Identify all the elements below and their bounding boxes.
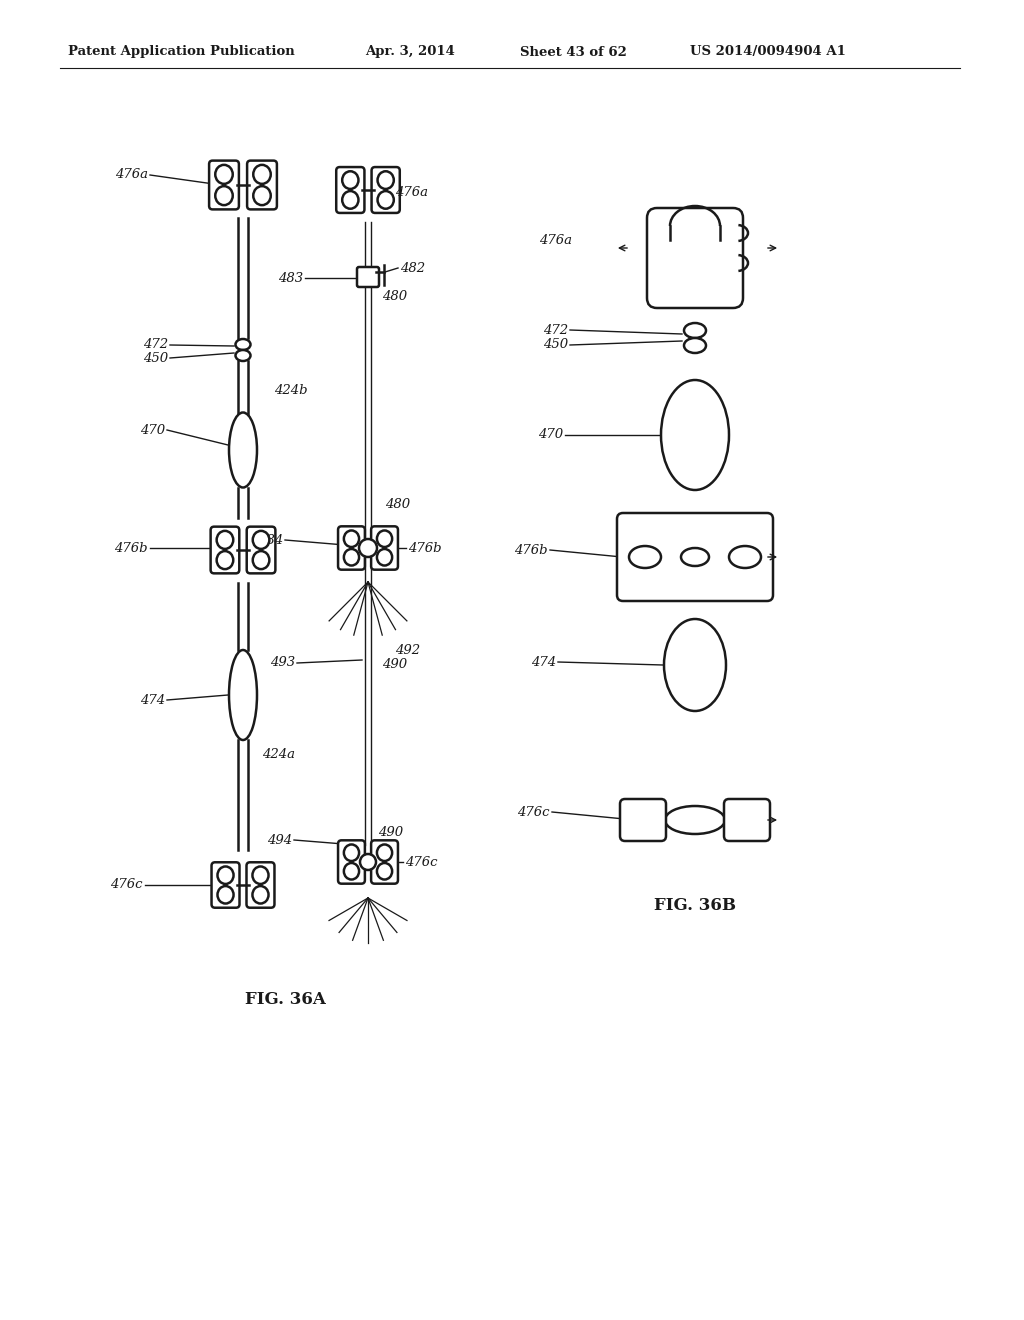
Ellipse shape — [665, 807, 725, 834]
Ellipse shape — [215, 186, 232, 205]
Text: 450: 450 — [143, 351, 168, 364]
FancyBboxPatch shape — [338, 841, 365, 883]
Ellipse shape — [344, 845, 359, 861]
Ellipse shape — [342, 191, 358, 209]
Text: 476a: 476a — [539, 234, 572, 247]
FancyBboxPatch shape — [724, 799, 770, 841]
Circle shape — [359, 539, 377, 557]
Ellipse shape — [253, 550, 269, 569]
Text: 483: 483 — [278, 272, 303, 285]
FancyBboxPatch shape — [357, 267, 379, 286]
Ellipse shape — [729, 546, 761, 568]
FancyBboxPatch shape — [371, 527, 398, 570]
Text: 476a: 476a — [115, 169, 148, 181]
FancyBboxPatch shape — [647, 209, 743, 308]
Text: 474: 474 — [530, 656, 556, 668]
Text: 490: 490 — [378, 825, 403, 838]
Ellipse shape — [236, 350, 251, 360]
FancyBboxPatch shape — [338, 527, 365, 570]
FancyBboxPatch shape — [247, 862, 274, 908]
Ellipse shape — [217, 550, 233, 569]
FancyBboxPatch shape — [209, 161, 239, 210]
FancyBboxPatch shape — [617, 513, 773, 601]
Text: 482: 482 — [400, 261, 425, 275]
Ellipse shape — [344, 549, 359, 565]
Ellipse shape — [664, 619, 726, 711]
FancyBboxPatch shape — [371, 841, 398, 883]
Text: 476b: 476b — [514, 544, 548, 557]
FancyBboxPatch shape — [336, 168, 365, 213]
Text: 476b: 476b — [408, 541, 441, 554]
Ellipse shape — [662, 380, 729, 490]
Ellipse shape — [253, 165, 270, 183]
Ellipse shape — [377, 845, 392, 861]
Ellipse shape — [217, 531, 233, 549]
Text: 472: 472 — [543, 323, 568, 337]
Text: 476c: 476c — [406, 855, 437, 869]
Text: 476c: 476c — [111, 879, 143, 891]
Text: 494: 494 — [267, 833, 292, 846]
Text: 476b: 476b — [115, 541, 148, 554]
Circle shape — [360, 854, 376, 870]
Text: 490: 490 — [382, 659, 408, 672]
Text: Sheet 43 of 62: Sheet 43 of 62 — [520, 45, 627, 58]
Ellipse shape — [378, 172, 394, 189]
Text: 493: 493 — [270, 656, 295, 669]
Text: FIG. 36B: FIG. 36B — [654, 896, 736, 913]
FancyBboxPatch shape — [372, 168, 399, 213]
Text: 480: 480 — [382, 289, 408, 302]
Ellipse shape — [236, 339, 251, 350]
Ellipse shape — [629, 546, 662, 568]
Text: 476a: 476a — [395, 186, 428, 198]
Text: 424a: 424a — [262, 748, 295, 762]
Ellipse shape — [217, 886, 233, 903]
Text: 480: 480 — [385, 499, 411, 511]
FancyBboxPatch shape — [620, 799, 666, 841]
Text: Apr. 3, 2014: Apr. 3, 2014 — [365, 45, 455, 58]
Ellipse shape — [378, 191, 394, 209]
Text: 470: 470 — [140, 424, 165, 437]
Ellipse shape — [684, 323, 706, 338]
Text: 484: 484 — [258, 533, 283, 546]
Ellipse shape — [342, 172, 358, 189]
Text: FIG. 36A: FIG. 36A — [245, 991, 326, 1008]
Text: 472: 472 — [143, 338, 168, 351]
Ellipse shape — [229, 649, 257, 741]
FancyBboxPatch shape — [211, 527, 240, 573]
Text: 470: 470 — [538, 429, 563, 441]
Ellipse shape — [253, 186, 270, 205]
Ellipse shape — [253, 531, 269, 549]
Text: 474: 474 — [140, 693, 165, 706]
Ellipse shape — [684, 338, 706, 352]
Ellipse shape — [215, 165, 232, 183]
Ellipse shape — [377, 531, 392, 546]
Text: 476c: 476c — [517, 805, 550, 818]
Ellipse shape — [253, 886, 268, 903]
Ellipse shape — [344, 531, 359, 546]
Ellipse shape — [681, 548, 709, 566]
FancyBboxPatch shape — [212, 862, 240, 908]
Ellipse shape — [377, 549, 392, 565]
Ellipse shape — [344, 863, 359, 879]
Text: US 2014/0094904 A1: US 2014/0094904 A1 — [690, 45, 846, 58]
Ellipse shape — [229, 412, 257, 487]
Ellipse shape — [377, 863, 392, 879]
Text: 492: 492 — [395, 644, 420, 656]
Text: Patent Application Publication: Patent Application Publication — [68, 45, 295, 58]
Ellipse shape — [253, 866, 268, 884]
Text: 424b: 424b — [274, 384, 308, 396]
FancyBboxPatch shape — [247, 527, 275, 573]
Ellipse shape — [217, 866, 233, 884]
FancyBboxPatch shape — [247, 161, 276, 210]
Text: 450: 450 — [543, 338, 568, 351]
